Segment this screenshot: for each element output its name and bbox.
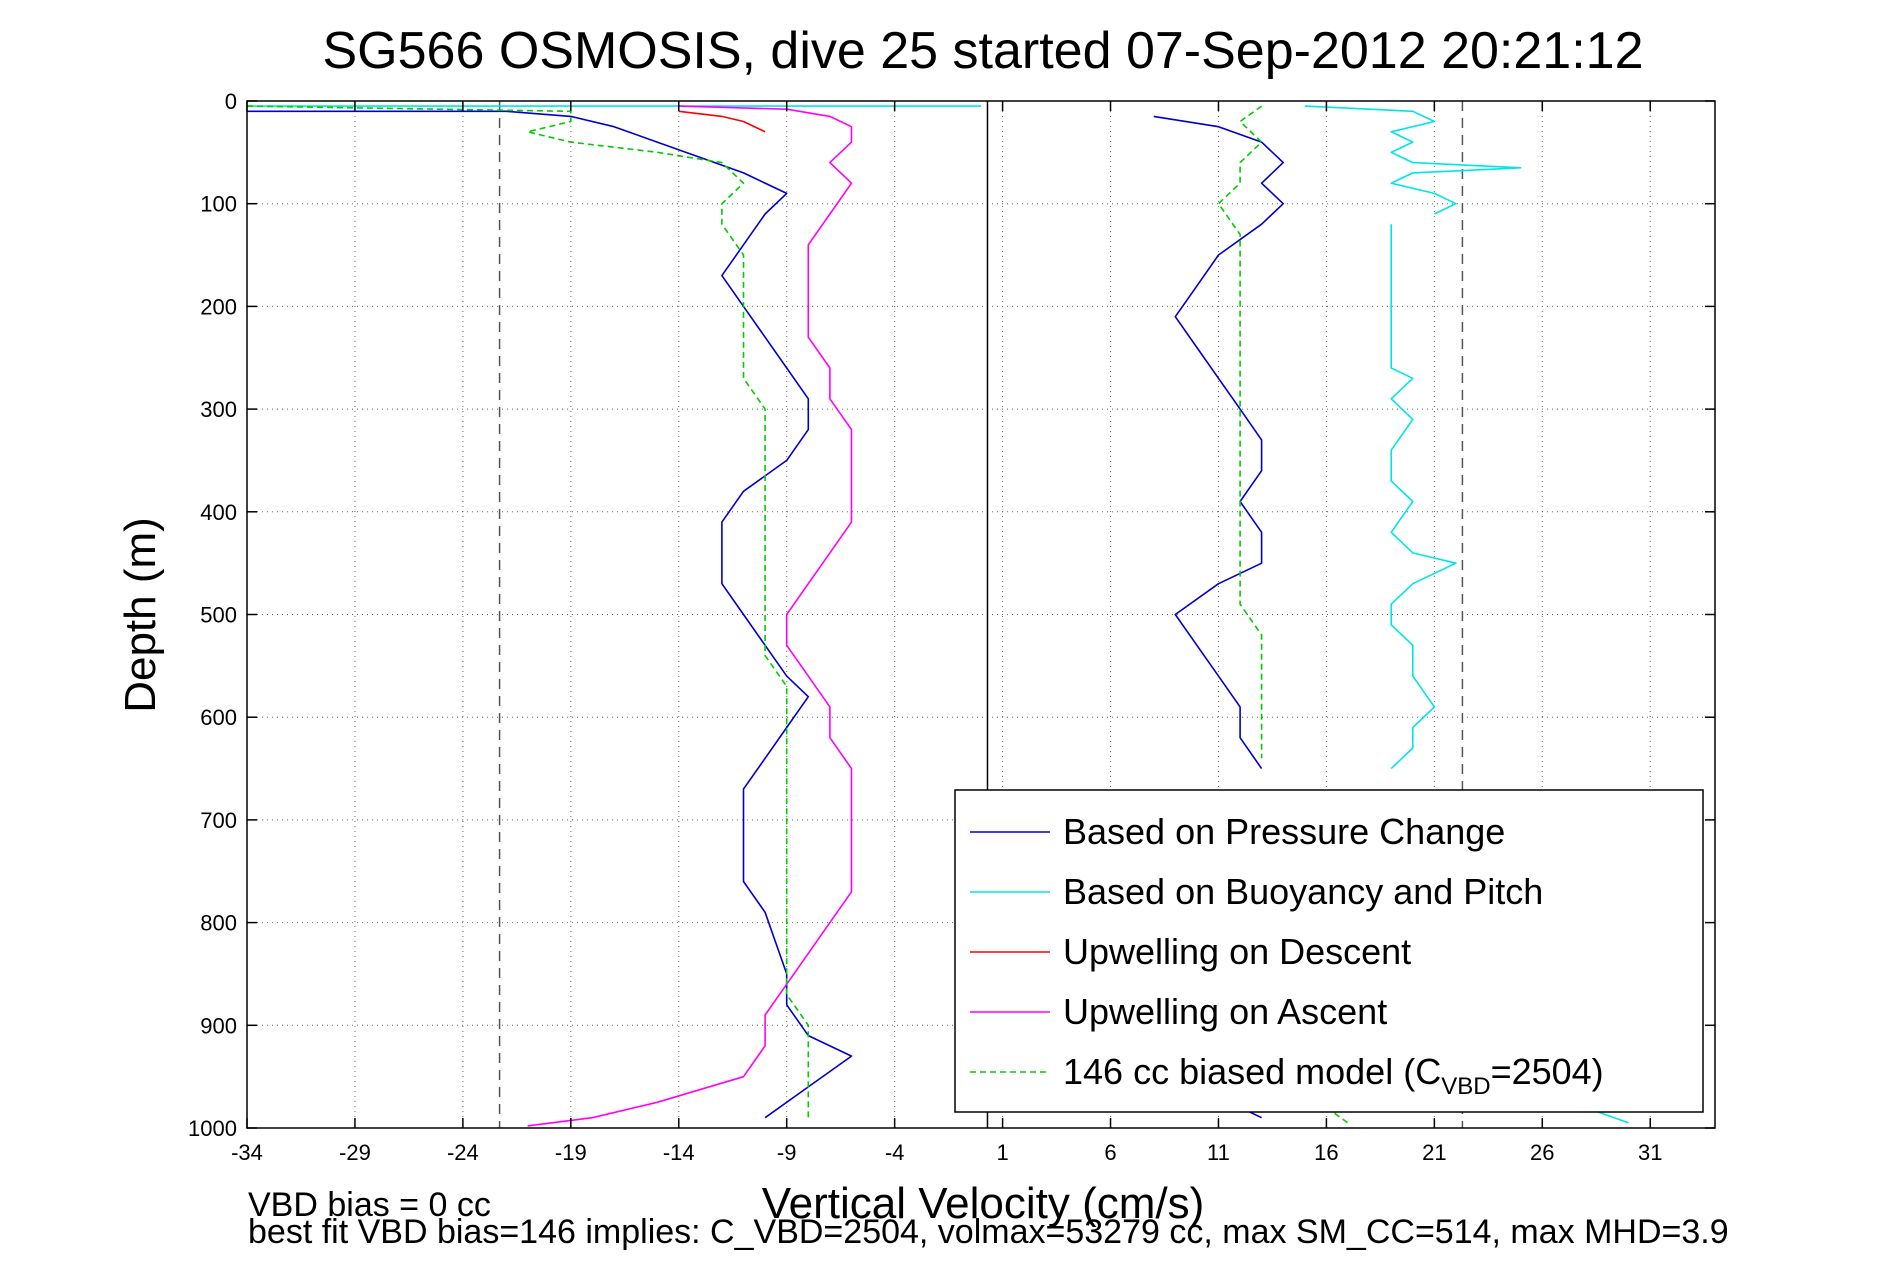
series-2 (678, 110, 766, 133)
series-line (527, 105, 853, 1127)
series-3 (527, 105, 853, 1127)
x-tick-label: 11 (1207, 1140, 1230, 1165)
y-axis-ticks: 0 100 200 300 400 500 600 700 800 900 1000 (188, 89, 1715, 1141)
y-tick-label: 500 (200, 603, 237, 628)
legend-label: 146 cc biased model (CVBD=2504) (1063, 1051, 1604, 1100)
x-tick-label: 26 (1530, 1140, 1554, 1165)
series-line (1390, 224, 1457, 770)
x-tick-label: 6 (1104, 1140, 1116, 1165)
y-tick-label: 600 (200, 705, 237, 730)
footer-vbd-bias: VBD bias = 0 cc (248, 1186, 491, 1224)
y-tick-label: 100 (200, 192, 237, 217)
x-tick-label: 21 (1422, 1140, 1446, 1165)
series-line (1153, 115, 1284, 770)
y-tick-label: 1000 (188, 1116, 237, 1141)
y-tick-label: 200 (200, 294, 237, 319)
y-tick-label: 900 (200, 1013, 237, 1038)
footer-best-fit: best fit VBD bias=146 implies: C_VBD=250… (248, 1213, 1729, 1251)
series-line (1217, 105, 1263, 759)
y-axis-label: Depth (m) (116, 517, 165, 713)
x-tick-label: -34 (231, 1140, 263, 1165)
x-tick-label: -24 (447, 1140, 479, 1165)
x-axis-ticks: -34 -29 -24 -19 -14 -9 -4 1 6 11 16 21 26 31 (231, 101, 1662, 1165)
x-axis-label: Vertical Velocity (cm/s) (762, 1179, 1205, 1228)
x-tick-label: -29 (339, 1140, 371, 1165)
y-tick-label: 400 (200, 500, 237, 525)
x-tick-label: -14 (663, 1140, 695, 1165)
x-tick-label: -4 (885, 1140, 905, 1165)
x-tick-label: 16 (1314, 1140, 1338, 1165)
x-tick-label: -19 (555, 1140, 587, 1165)
y-tick-label: 300 (200, 397, 237, 422)
x-tick-label: 1 (996, 1140, 1008, 1165)
legend-label: Based on Buoyancy and Pitch (1063, 871, 1543, 912)
legend-box (954, 789, 1704, 1113)
legend-label: Based on Pressure Change (1063, 811, 1505, 852)
y-tick-label: 0 (225, 89, 237, 114)
series-line (678, 110, 766, 133)
data-series (246, 105, 1629, 1127)
series-1 (247, 105, 1629, 1124)
y-tick-label: 800 (200, 911, 237, 936)
series-line (246, 105, 810, 1118)
series-line (247, 110, 853, 1119)
chart-title: SG566 OSMOSIS, dive 25 started 07-Sep-20… (322, 22, 1643, 80)
x-tick-label: 31 (1638, 1140, 1662, 1165)
legend-label: Upwelling on Ascent (1063, 991, 1387, 1032)
x-tick-label: -9 (777, 1140, 797, 1165)
legend: Based on Pressure Change Based on Buoyanc… (954, 789, 1704, 1113)
y-tick-label: 700 (200, 808, 237, 833)
legend-label: Upwelling on Descent (1063, 931, 1411, 972)
series-line (1304, 105, 1522, 215)
